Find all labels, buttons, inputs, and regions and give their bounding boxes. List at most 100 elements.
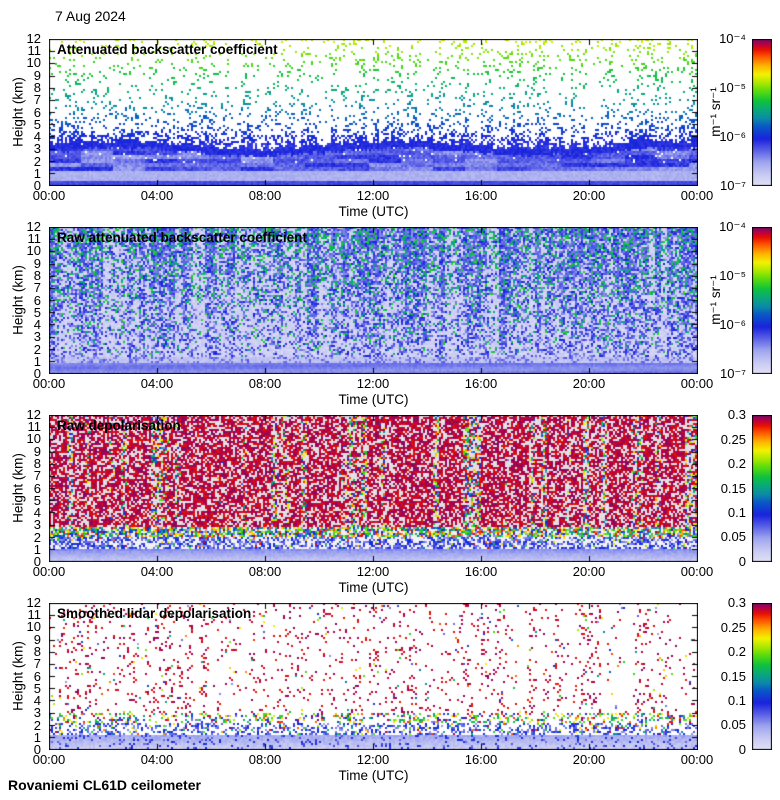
x-tick-label: 00:00 bbox=[680, 188, 714, 203]
y-tick-label: 3 bbox=[33, 705, 41, 720]
y-tick-label: 1 bbox=[33, 354, 41, 369]
y-tick-label: 5 bbox=[33, 117, 41, 132]
colorbar-tick-label: 0 bbox=[738, 742, 746, 757]
y-tick-label: 12 bbox=[26, 31, 41, 46]
x-tick-label: 12:00 bbox=[356, 564, 390, 579]
panel-attenuated-backscatter: Attenuated backscatter coefficient Heigh… bbox=[0, 32, 780, 227]
raw-backscatter-heatmap bbox=[49, 227, 698, 374]
x-tick-label: 00:00 bbox=[680, 752, 714, 767]
y-tick-label: 9 bbox=[33, 632, 41, 647]
x-tick-labels: 00:00 04:00 08:00 12:00 16:00 20:00 00:00 bbox=[0, 377, 780, 393]
x-tick-label: 00:00 bbox=[32, 376, 66, 391]
y-tick-label: 7 bbox=[33, 92, 41, 107]
y-tick-label: 0 bbox=[33, 178, 41, 193]
colorbar-tick-label: 0 bbox=[738, 554, 746, 569]
y-tick-label: 8 bbox=[33, 456, 41, 471]
y-tick-label: 0 bbox=[33, 742, 41, 757]
x-tick-label: 00:00 bbox=[32, 564, 66, 579]
colorbar-tick-label: 0.1 bbox=[727, 505, 746, 520]
colorbar-tick-label: 0.05 bbox=[720, 717, 746, 732]
y-tick-label: 12 bbox=[26, 407, 41, 422]
colorbar-tick-labels: 0.3 0.25 0.2 0.15 0.1 0.05 0 bbox=[698, 596, 748, 757]
x-axis-label: Time (UTC) bbox=[338, 392, 409, 407]
panel-title: Smoothed lidar depolarisation bbox=[57, 606, 252, 621]
y-tick-label: 8 bbox=[33, 268, 41, 283]
colorbar-tick-label: 0.15 bbox=[720, 669, 746, 684]
x-tick-label: 00:00 bbox=[32, 188, 66, 203]
x-tick-label: 20:00 bbox=[572, 376, 606, 391]
y-tick-label: 2 bbox=[33, 530, 41, 545]
y-tick-label: 10 bbox=[26, 55, 41, 70]
colorbar-tick-labels: 10⁻⁴ 10⁻⁵ 10⁻⁶ 10⁻⁷ bbox=[698, 32, 748, 193]
x-tick-labels: 00:00 04:00 08:00 12:00 16:00 20:00 00:00 bbox=[0, 189, 780, 205]
y-tick-label: 0 bbox=[33, 554, 41, 569]
colorbar-tick-label: 10⁻⁵ bbox=[719, 268, 746, 283]
y-tick-label: 4 bbox=[33, 505, 41, 520]
x-axis-label: Time (UTC) bbox=[338, 768, 409, 783]
date-label: 7 Aug 2024 bbox=[55, 8, 126, 24]
y-tick-label: 12 bbox=[26, 219, 41, 234]
colorbar-tick-label: 10⁻⁷ bbox=[719, 366, 746, 381]
y-tick-label: 7 bbox=[33, 468, 41, 483]
y-tick-label: 2 bbox=[33, 718, 41, 733]
colorbar-tick-label: 0.05 bbox=[720, 529, 746, 544]
x-tick-label: 00:00 bbox=[680, 564, 714, 579]
y-tick-label: 3 bbox=[33, 141, 41, 156]
y-tick-labels: 0 1 2 3 4 5 6 7 8 9 10 11 12 bbox=[0, 596, 45, 757]
x-axis-label: Time (UTC) bbox=[338, 204, 409, 219]
colorbar-tick-label: 0.25 bbox=[720, 432, 746, 447]
colorbar-tick-label: 10⁻⁴ bbox=[719, 31, 746, 46]
y-tick-labels: 0 1 2 3 4 5 6 7 8 9 10 11 12 bbox=[0, 32, 45, 193]
colorbar-unit-label: m⁻¹ sr⁻¹ bbox=[708, 275, 723, 325]
y-tick-label: 5 bbox=[33, 681, 41, 696]
x-tick-label: 16:00 bbox=[464, 376, 498, 391]
x-tick-label: 08:00 bbox=[248, 376, 282, 391]
y-tick-label: 11 bbox=[27, 43, 42, 58]
x-tick-label: 04:00 bbox=[140, 376, 174, 391]
y-tick-label: 10 bbox=[26, 619, 41, 634]
y-tick-label: 11 bbox=[27, 607, 42, 622]
raw-depolarisation-heatmap bbox=[49, 415, 698, 562]
x-tick-label: 12:00 bbox=[356, 752, 390, 767]
panel-title: Raw depolarisation bbox=[57, 418, 181, 433]
x-tick-label: 16:00 bbox=[464, 752, 498, 767]
y-tick-labels: 0 1 2 3 4 5 6 7 8 9 10 11 12 bbox=[0, 220, 45, 381]
y-tick-label: 9 bbox=[33, 444, 41, 459]
y-tick-label: 6 bbox=[33, 481, 41, 496]
y-tick-label: 1 bbox=[33, 730, 41, 745]
x-axis-label: Time (UTC) bbox=[338, 580, 409, 595]
y-tick-label: 5 bbox=[33, 305, 41, 320]
colorbar-tick-label: 0.25 bbox=[720, 620, 746, 635]
y-tick-label: 4 bbox=[33, 129, 41, 144]
panel-raw-backscatter: Raw attenuated backscatter coefficient H… bbox=[0, 220, 780, 415]
y-tick-label: 0 bbox=[33, 366, 41, 381]
x-tick-label: 20:00 bbox=[572, 752, 606, 767]
x-tick-label: 04:00 bbox=[140, 188, 174, 203]
x-tick-label: 16:00 bbox=[464, 188, 498, 203]
colorbar-tick-label: 0.1 bbox=[727, 693, 746, 708]
x-tick-label: 08:00 bbox=[248, 564, 282, 579]
y-tick-label: 6 bbox=[33, 105, 41, 120]
station-instrument-label: Rovaniemi CL61D ceilometer bbox=[8, 777, 201, 793]
x-tick-label: 16:00 bbox=[464, 564, 498, 579]
x-tick-label: 20:00 bbox=[572, 564, 606, 579]
backscatter-colorbar bbox=[752, 227, 772, 374]
panel-smoothed-depolarisation: Smoothed lidar depolarisation Height (km… bbox=[0, 596, 780, 791]
y-tick-label: 6 bbox=[33, 293, 41, 308]
depolarisation-colorbar bbox=[752, 415, 772, 562]
x-tick-label: 04:00 bbox=[140, 564, 174, 579]
y-tick-label: 1 bbox=[33, 166, 41, 181]
y-tick-label: 3 bbox=[33, 517, 41, 532]
colorbar-tick-label: 0.15 bbox=[720, 481, 746, 496]
x-tick-label: 12:00 bbox=[356, 188, 390, 203]
y-tick-label: 9 bbox=[33, 256, 41, 271]
y-tick-label: 8 bbox=[33, 80, 41, 95]
colorbar-tick-label: 0.2 bbox=[727, 644, 746, 659]
y-tick-labels: 0 1 2 3 4 5 6 7 8 9 10 11 12 bbox=[0, 408, 45, 569]
x-tick-label: 00:00 bbox=[680, 376, 714, 391]
colorbar-tick-labels: 0.3 0.25 0.2 0.15 0.1 0.05 0 bbox=[698, 408, 748, 569]
x-tick-label: 04:00 bbox=[140, 752, 174, 767]
colorbar-tick-label: 0.2 bbox=[727, 456, 746, 471]
y-tick-label: 7 bbox=[33, 656, 41, 671]
